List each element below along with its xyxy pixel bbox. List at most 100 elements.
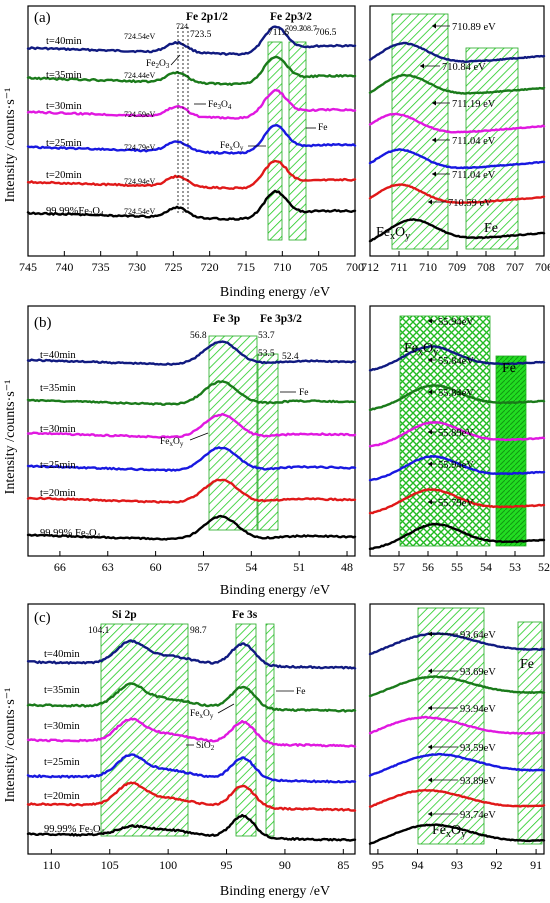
curve-label: t=20min xyxy=(44,791,80,802)
region-fexoy-a: FexOy xyxy=(376,225,410,242)
curve-label: t=25min xyxy=(40,460,76,471)
peak-arrowhead xyxy=(428,499,432,505)
x-tick-label: 710 xyxy=(273,260,291,274)
x-tick-label: 95 xyxy=(372,858,384,872)
curve-label: 99.99% Fe3O4 xyxy=(40,528,101,540)
x-tick-label: 55 xyxy=(451,560,463,574)
peak-value-label: 55.94eV xyxy=(438,317,474,328)
peak-arrowhead xyxy=(428,744,432,750)
peak-title-fe3p: Fe 3p xyxy=(213,313,240,325)
spectrum-line xyxy=(368,788,546,808)
peak-value-label: 711.19 eV xyxy=(452,99,496,110)
phase-fexoy-a: FexOy xyxy=(220,141,244,152)
region-fe-c: Fe xyxy=(520,657,534,672)
x-axis-label-c: Binding energy /eV xyxy=(220,884,330,899)
peak-value-label: 55.89eV xyxy=(438,428,474,439)
curve-label: t=30min xyxy=(40,424,76,435)
fe2o3-band-a xyxy=(267,41,283,241)
x-tick-label: 707 xyxy=(506,260,524,274)
spectrum-line xyxy=(368,522,546,551)
x-tick-label: 735 xyxy=(92,260,110,274)
panel-a-frame xyxy=(27,5,356,257)
panel-a-main: t=40min t=35min t=30min t=25min t=20min 99.99… xyxy=(19,5,364,274)
curve-label: t=20min xyxy=(46,170,82,181)
x-tick-label: 94 xyxy=(411,858,423,872)
peak-value-label: 93.94eV xyxy=(460,704,496,715)
peak-title-fe2p32: Fe 2p3/2 xyxy=(270,11,312,23)
curve-label: t=40min xyxy=(40,350,76,361)
ref-535: 53.5 xyxy=(258,349,275,359)
spectrum-line xyxy=(368,183,546,205)
ref-7116: 711.6 xyxy=(268,28,289,38)
peak-value-label: 55.84eV xyxy=(438,388,474,399)
spectrum-line xyxy=(368,148,546,170)
peak-arrowhead xyxy=(428,318,432,324)
fe-band-c xyxy=(265,623,275,837)
x-tick-label: 54 xyxy=(245,560,257,574)
x-tick-label: 57 xyxy=(197,560,209,574)
spectrum-line xyxy=(26,25,357,56)
peak-title-fe3s: Fe 3s xyxy=(232,609,258,621)
x-tick-label: 105 xyxy=(101,858,119,872)
x-tick-label: 54 xyxy=(480,560,492,574)
peak-arrowhead xyxy=(428,811,432,817)
peak-value-label: 93.64eV xyxy=(460,630,496,641)
peak-value-label: 710.84 eV xyxy=(442,62,486,73)
ref-724: 724 xyxy=(176,22,188,31)
curve-label: t=20min xyxy=(40,488,76,499)
spectrum-line xyxy=(368,112,546,134)
x-tick-label: 95 xyxy=(221,858,233,872)
spectrum-line xyxy=(368,488,546,515)
ref-1041: 104.1 xyxy=(88,626,110,636)
panel-label-c: (c) xyxy=(34,610,51,626)
spectrum-line xyxy=(368,675,546,698)
curve-label: t=35min xyxy=(40,383,76,394)
peak-arrowhead xyxy=(428,357,432,363)
peak-annotation: 724.94eV xyxy=(124,177,156,186)
panel-c-frame xyxy=(27,603,356,855)
fe-band-b xyxy=(257,353,279,531)
region-fexoy-c: FexOy xyxy=(432,823,466,840)
x-tick-label: 110 xyxy=(43,858,61,872)
peak-annotation: 724.54eV xyxy=(124,207,156,216)
fexoy-band-c xyxy=(235,623,257,837)
peak-value-label: 710.89 eV xyxy=(452,22,496,33)
spectrum-line xyxy=(368,384,546,412)
peak-title-si2p: Si 2p xyxy=(112,609,137,621)
peak-value-label: 93.89eV xyxy=(460,776,496,787)
panel-a-detail-ticks: 712 711 710 709 708 707 706 xyxy=(361,251,550,274)
spectrum-line xyxy=(26,446,357,472)
x-tick-label: 48 xyxy=(341,560,353,574)
curve-label: t=35min xyxy=(46,70,82,81)
peak-value-label: 93.59eV xyxy=(460,743,496,754)
spectrum-line xyxy=(26,682,357,713)
spectrum-line xyxy=(368,455,546,482)
y-axis-label-b: Intensity /counts·s⁻¹ xyxy=(3,380,18,495)
x-tick-label: 740 xyxy=(55,260,73,274)
panel-c-detail-ticks: 95 94 93 92 91 xyxy=(372,849,542,872)
spectrum-line xyxy=(26,88,357,120)
curve-label: t=30min xyxy=(46,101,82,112)
spectrum-line xyxy=(26,639,357,670)
spectrum-line xyxy=(26,380,357,406)
x-tick-label: 708 xyxy=(477,260,495,274)
panel-b-detail-ticks: 57 56 55 54 53 52 xyxy=(393,551,550,574)
x-tick-label: 52 xyxy=(538,560,550,574)
spectrum-line xyxy=(26,340,357,366)
spectrum-line xyxy=(368,421,546,448)
ref-524: 52.4 xyxy=(282,352,299,362)
x-tick-label: 709 xyxy=(448,260,466,274)
phase-fe-b: Fe xyxy=(299,388,309,398)
ref-537: 53.7 xyxy=(258,331,275,341)
spectrum-line xyxy=(368,345,546,372)
x-tick-label: 715 xyxy=(237,260,255,274)
fexoy-band-a-detail xyxy=(391,13,449,250)
x-axis-label-b: Binding energy /eV xyxy=(220,583,330,598)
curve-label: t=25min xyxy=(46,138,82,149)
peak-title-fe3p32: Fe 3p3/2 xyxy=(260,313,302,325)
phase-fe2o3-a: Fe2O3 xyxy=(146,59,170,70)
peak-value-label: 55.84eV xyxy=(438,356,474,367)
x-tick-label: 56 xyxy=(422,560,434,574)
peak-annotation: 724.79eV xyxy=(124,143,156,152)
